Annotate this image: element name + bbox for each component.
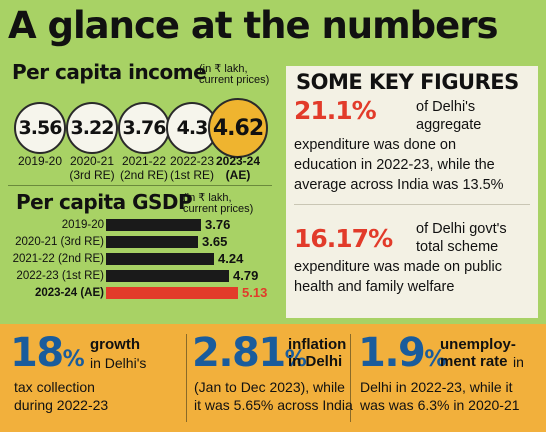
key-figure-percent: 16.17% (294, 224, 393, 253)
income-heading: Per capita income (12, 60, 207, 84)
stat-text: during 2022-23 (14, 397, 109, 413)
stat-label: inflation (288, 336, 347, 353)
stat-text: in Delhi's (90, 355, 147, 371)
gsdp-year-label: 2020-21 (3rd RE) (15, 236, 104, 248)
income-year: 2019-20 (17, 154, 63, 168)
gsdp-row: 2019-20 3.76 (8, 218, 272, 232)
page-title: A glance at the numbers (8, 4, 499, 47)
gsdp-bar (106, 219, 201, 231)
stats-strip: 18% growth in Delhi's tax collection dur… (0, 324, 546, 432)
gsdp-bar (106, 270, 229, 282)
gsdp-year-label: 2023-24 (AE) (34, 287, 104, 299)
income-year: 2023-24 (AE) (215, 154, 261, 182)
stat-label: growth (90, 336, 140, 353)
gsdp-bar (106, 236, 198, 248)
gsdp-bar (106, 287, 238, 299)
key-figures-panel: SOME KEY FIGURES 21.1% of Delhi's aggreg… (286, 66, 538, 318)
gsdp-unit-note: (in ₹ lakh, current prices) (183, 192, 254, 215)
stat-text: (Jan to Dec 2023), while (194, 379, 345, 395)
strip-divider (350, 334, 351, 422)
key-figure-text: of Delhi govt's (416, 221, 507, 237)
gsdp-heading: Per capita GSDP (16, 190, 193, 214)
key-figure-text: health and family welfare (294, 279, 455, 295)
stat-text: tax collection (14, 379, 95, 395)
income-circle: 3.22 (66, 102, 118, 154)
gsdp-value: 4.24 (218, 251, 244, 266)
stat-label: ment rate (440, 353, 508, 370)
gsdp-row: 2022-23 (1st RE) 4.79 (8, 269, 272, 283)
stat-number: 18% (10, 330, 85, 376)
income-year: 2020-21 (3rd RE) (69, 154, 115, 182)
gsdp-row: 2021-22 (2nd RE) 4.24 (8, 252, 272, 266)
stat-label: in Delhi (288, 353, 343, 370)
income-unit-note: (in ₹ lakh, current prices) (199, 63, 270, 86)
strip-divider (186, 334, 187, 422)
income-year: 2022-23 (1st RE) (169, 154, 215, 182)
gsdp-bar (106, 253, 214, 265)
gsdp-year-label: 2021-22 (2nd RE) (12, 253, 104, 265)
stat-text: Delhi in 2022-23, while it (360, 379, 513, 395)
gsdp-row: 2023-24 (AE) 5.13 (8, 286, 272, 300)
gsdp-value: 3.65 (202, 234, 228, 249)
key-figure-text: education in 2022-23, while the (294, 157, 495, 173)
stat-label: unemploy- (440, 336, 516, 353)
stat-number: 2.81% (192, 330, 307, 376)
income-year: 2021-22 (2nd RE) (119, 154, 169, 182)
key-figure-text: of Delhi's (416, 99, 476, 115)
section-divider (8, 185, 272, 186)
key-figure-text: average across India was 13.5% (294, 177, 504, 193)
stat-text: was was 6.3% in 2020-21 (360, 397, 520, 413)
key-figures-heading: SOME KEY FIGURES (296, 70, 519, 94)
panel-divider (294, 204, 530, 205)
key-figure-text: total scheme (416, 239, 499, 255)
key-figure-text: aggregate (416, 117, 482, 133)
stat-number: 1.9% (358, 330, 447, 376)
key-figure-percent: 21.1% (294, 96, 377, 125)
gsdp-year-label: 2019-20 (61, 219, 104, 231)
income-circle: 3.76 (118, 102, 170, 154)
gsdp-row: 2020-21 (3rd RE) 3.65 (8, 235, 272, 249)
gsdp-value: 4.79 (233, 268, 259, 283)
key-figure-text: expenditure was made on public (294, 259, 502, 275)
stat-text: in (513, 354, 524, 370)
stat-text: it was 5.65% across India (194, 397, 353, 413)
gsdp-value: 3.76 (205, 217, 231, 232)
income-circle-highlight: 4.62 (208, 98, 268, 158)
gsdp-year-label: 2022-23 (1st RE) (16, 270, 104, 282)
gsdp-value: 5.13 (242, 285, 268, 300)
income-circle: 3.56 (14, 102, 66, 154)
key-figure-text: expenditure was done on (294, 137, 457, 153)
